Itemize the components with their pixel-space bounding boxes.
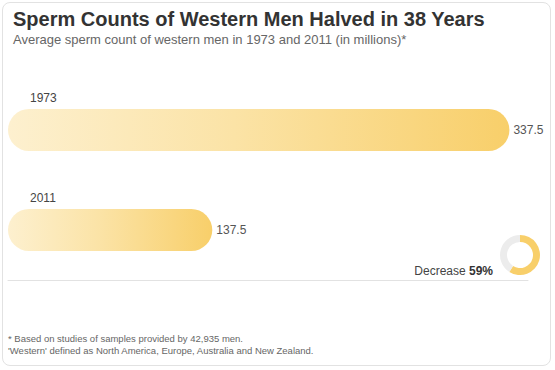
svg-text:1973: 1973 <box>30 91 57 105</box>
svg-text:59%: 59% <box>469 264 493 278</box>
svg-text:* Based on studies of samples: * Based on studies of samples provided b… <box>8 333 243 344</box>
svg-text:337.5: 337.5 <box>513 123 543 137</box>
svg-text:Average sperm count of western: Average sperm count of western men in 19… <box>13 32 406 47</box>
svg-text:Sperm Counts of Western Men Ha: Sperm Counts of Western Men Halved in 38… <box>13 8 485 30</box>
svg-text:2011: 2011 <box>30 191 56 205</box>
svg-text:Decrease: Decrease <box>414 264 466 278</box>
svg-text:137.5: 137.5 <box>216 223 246 237</box>
svg-text:'Western' defined as North Ame: 'Western' defined as North America, Euro… <box>8 345 314 356</box>
